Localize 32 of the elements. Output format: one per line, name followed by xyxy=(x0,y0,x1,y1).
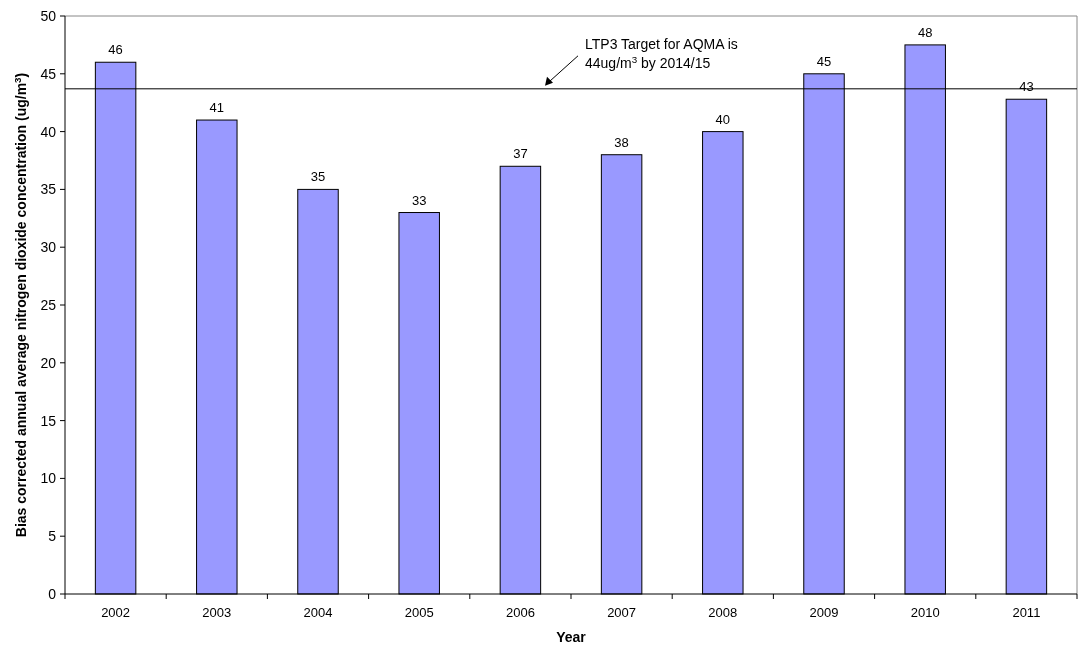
y-tick-label: 0 xyxy=(48,585,57,602)
y-tick-label: 10 xyxy=(40,470,57,487)
y-tick-label: 30 xyxy=(40,239,57,256)
data-label: 40 xyxy=(715,111,731,127)
y-tick-label: 50 xyxy=(40,7,57,24)
x-axis-title: Year xyxy=(556,629,587,645)
data-label: 37 xyxy=(513,146,528,162)
data-label: 38 xyxy=(614,134,629,150)
x-tick-label: 2011 xyxy=(1012,605,1041,620)
y-tick-label: 15 xyxy=(40,412,57,429)
y-tick-label: 20 xyxy=(40,354,57,371)
x-tick-label: 2006 xyxy=(505,605,535,620)
x-tick-label: 2008 xyxy=(708,605,738,620)
data-label: 48 xyxy=(917,24,933,40)
x-tick-label: 2009 xyxy=(809,605,839,620)
x-tick-label: 2003 xyxy=(202,605,232,620)
data-label: 33 xyxy=(411,192,427,208)
ref-line-label: LTP3 Target for AQMA is 44ug/m$^{3}$ by 2014/15 xyxy=(585,35,738,71)
x-tick-label: 2007 xyxy=(607,605,637,620)
y-tick-label: 5 xyxy=(48,528,57,545)
y-tick-label: 45 xyxy=(40,65,57,82)
x-tick-label: 2010 xyxy=(910,605,940,620)
x-tick-label: 2002 xyxy=(101,605,131,620)
y-tick-label: 25 xyxy=(40,296,57,313)
y-tick-label: 40 xyxy=(40,123,57,140)
data-label: 41 xyxy=(209,100,225,116)
x-tick-label: 2005 xyxy=(404,605,434,620)
y-tick-label: 35 xyxy=(40,181,57,198)
data-label: 45 xyxy=(816,53,832,69)
data-label: 35 xyxy=(310,169,326,185)
data-label: 46 xyxy=(108,42,123,58)
x-tick-label: 2004 xyxy=(303,605,333,620)
